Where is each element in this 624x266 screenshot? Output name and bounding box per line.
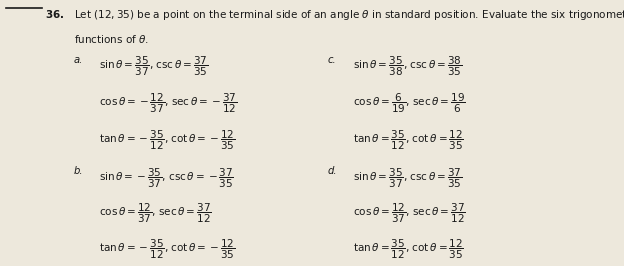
Text: a.: a. xyxy=(74,55,83,65)
Text: $\tan\theta = \dfrac{35}{12}$, $\cot\theta = \dfrac{12}{35}$: $\tan\theta = \dfrac{35}{12}$, $\cot\the… xyxy=(353,129,464,152)
Text: $\sin\theta = -\dfrac{35}{37}$, $\csc\theta = -\dfrac{37}{35}$: $\sin\theta = -\dfrac{35}{37}$, $\csc\th… xyxy=(99,166,233,189)
Text: $\tan\theta = -\dfrac{35}{12}$, $\cot\theta = -\dfrac{12}{35}$: $\tan\theta = -\dfrac{35}{12}$, $\cot\th… xyxy=(99,129,235,152)
Text: $\mathbf{36.}$: $\mathbf{36.}$ xyxy=(45,8,64,20)
Text: $\cos\theta = \dfrac{12}{37}$, $\sec\theta = \dfrac{37}{12}$: $\cos\theta = \dfrac{12}{37}$, $\sec\the… xyxy=(99,202,212,225)
Text: $\cos\theta = \dfrac{6}{19}$, $\sec\theta = \dfrac{19}{6}$: $\cos\theta = \dfrac{6}{19}$, $\sec\thet… xyxy=(353,92,466,115)
Text: c.: c. xyxy=(328,55,336,65)
Text: $\cos\theta = \dfrac{12}{37}$, $\sec\theta = \dfrac{37}{12}$: $\cos\theta = \dfrac{12}{37}$, $\sec\the… xyxy=(353,202,466,225)
Text: $\tan\theta = -\dfrac{35}{12}$, $\cot\theta = -\dfrac{12}{35}$: $\tan\theta = -\dfrac{35}{12}$, $\cot\th… xyxy=(99,238,235,261)
Text: $\cos\theta = -\dfrac{12}{37}$, $\sec\theta = -\dfrac{37}{12}$: $\cos\theta = -\dfrac{12}{37}$, $\sec\th… xyxy=(99,92,237,115)
Text: functions of $\theta$.: functions of $\theta$. xyxy=(74,33,149,45)
Text: $\tan\theta = \dfrac{35}{12}$, $\cot\theta = \dfrac{12}{35}$: $\tan\theta = \dfrac{35}{12}$, $\cot\the… xyxy=(353,238,464,261)
Text: d.: d. xyxy=(328,166,337,176)
Text: $\sin\theta = \dfrac{35}{37}$, $\csc\theta = \dfrac{37}{35}$: $\sin\theta = \dfrac{35}{37}$, $\csc\the… xyxy=(99,55,208,78)
Text: $\sin\theta = \dfrac{35}{38}$, $\csc\theta = \dfrac{38}{35}$: $\sin\theta = \dfrac{35}{38}$, $\csc\the… xyxy=(353,55,462,78)
Text: b.: b. xyxy=(74,166,83,176)
Text: Let $\left(12,35\right)$ be a point on the terminal side of an angle $\theta$ in: Let $\left(12,35\right)$ be a point on t… xyxy=(74,8,624,22)
Text: $\sin\theta = \dfrac{35}{37}$, $\csc\theta = \dfrac{37}{35}$: $\sin\theta = \dfrac{35}{37}$, $\csc\the… xyxy=(353,166,462,189)
